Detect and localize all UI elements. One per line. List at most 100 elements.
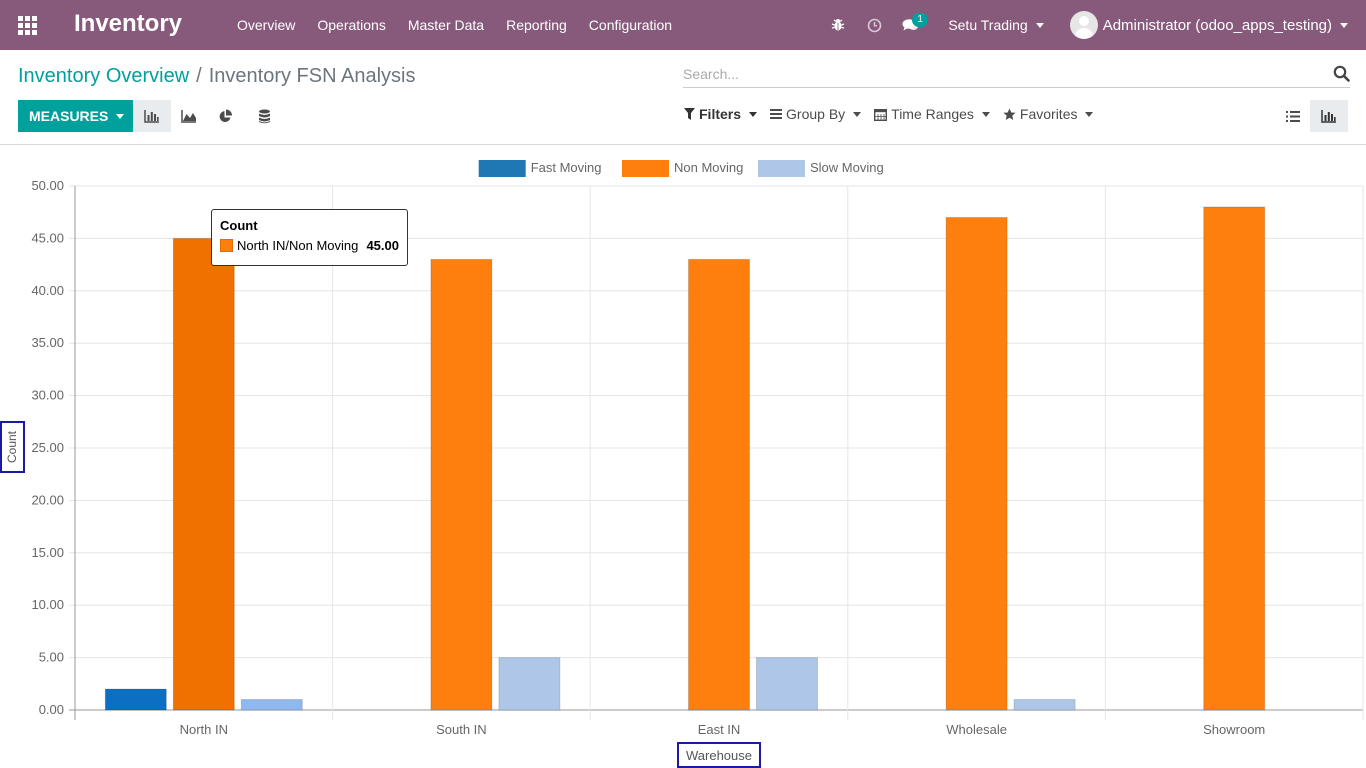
graph-view: 0.00 5.00 10.00 15.00 20.00 25.00 30.00 35.00 40… bbox=[0, 146, 1366, 768]
bar-non-moving bbox=[430, 258, 493, 711]
bar-non-moving bbox=[1203, 206, 1266, 711]
user-name: Administrator (odoo_apps_testing) bbox=[1102, 16, 1332, 34]
legend-swatch bbox=[478, 160, 526, 177]
chart-tooltip: Count North IN/Non Moving 45.00 bbox=[211, 209, 408, 266]
app-title[interactable]: Inventory bbox=[74, 10, 183, 37]
debug-bug-icon[interactable] bbox=[820, 0, 856, 50]
y-tick-label: 50.00 bbox=[31, 178, 64, 193]
control-panel: Inventory Overview / Inventory FSN Analy… bbox=[0, 50, 1366, 145]
bar-slow-moving bbox=[498, 657, 561, 711]
graph-view-button[interactable] bbox=[1310, 100, 1348, 132]
bar-chart-button[interactable] bbox=[133, 100, 171, 132]
y-axis-label-box: Count bbox=[0, 421, 25, 473]
y-tick-label: 45.00 bbox=[31, 230, 64, 245]
legend-swatch bbox=[758, 160, 805, 177]
chevron-down-icon bbox=[1085, 111, 1094, 117]
tooltip-row: North IN/Non Moving 45.00 bbox=[220, 238, 399, 253]
x-tick-label: East IN bbox=[698, 722, 741, 737]
y-tick-label: 15.00 bbox=[31, 545, 64, 560]
calendar-icon bbox=[874, 108, 888, 121]
area-chart-icon bbox=[181, 109, 196, 123]
groupby-label: Group By bbox=[786, 106, 846, 122]
search-input[interactable] bbox=[683, 62, 1313, 86]
chevron-down-icon bbox=[853, 111, 862, 117]
line-chart-button[interactable] bbox=[170, 100, 208, 132]
bar-slow-moving bbox=[756, 657, 818, 711]
filters-label: Filters bbox=[699, 106, 742, 122]
tooltip-value: 45.00 bbox=[366, 238, 399, 253]
systray: 1 Setu Trading Administrator (odoo_apps_… bbox=[820, 0, 1366, 50]
main-menu: Overview Operations Master Data Reportin… bbox=[226, 0, 683, 50]
groupby-dropdown[interactable]: Group By bbox=[770, 106, 862, 122]
chevron-down-icon bbox=[749, 111, 758, 117]
bar-slow-moving bbox=[240, 699, 303, 711]
y-tick-label: 40.00 bbox=[31, 283, 64, 298]
legend-item: Fast Moving bbox=[531, 160, 602, 175]
graph-view-icon bbox=[1321, 109, 1336, 123]
legend-item: Slow Moving bbox=[810, 160, 884, 175]
company-switcher[interactable]: Setu Trading bbox=[936, 17, 1055, 33]
breadcrumb-separator: / bbox=[196, 65, 202, 87]
timeranges-label: Time Ranges bbox=[891, 106, 974, 122]
apps-menu-icon[interactable] bbox=[18, 16, 37, 35]
measures-label: MEASURES bbox=[29, 108, 109, 124]
bar-non-moving bbox=[688, 258, 750, 711]
chevron-down-icon bbox=[116, 113, 125, 119]
chat-counter-badge: 1 bbox=[912, 13, 928, 27]
page-title: Inventory FSN Analysis bbox=[208, 65, 416, 87]
search-bar bbox=[683, 62, 1350, 88]
bar-non-moving bbox=[172, 237, 235, 711]
menu-configuration[interactable]: Configuration bbox=[588, 17, 673, 33]
menu-operations[interactable]: Operations bbox=[317, 17, 386, 33]
y-tick-label: 30.00 bbox=[31, 388, 64, 403]
list-view-icon bbox=[1286, 110, 1300, 122]
bar-slow-moving bbox=[1013, 699, 1076, 711]
filters-dropdown[interactable]: Filters bbox=[684, 106, 758, 122]
bar-non-moving bbox=[945, 216, 1008, 711]
y-tick-label: 20.00 bbox=[31, 492, 64, 507]
x-axis-title: Warehouse bbox=[677, 742, 761, 768]
pie-chart-button[interactable] bbox=[206, 100, 244, 132]
avatar bbox=[1069, 11, 1098, 39]
x-tick-label: Wholesale bbox=[946, 722, 1007, 737]
menu-master-data[interactable]: Master Data bbox=[407, 17, 485, 33]
bar-chart: 0.00 5.00 10.00 15.00 20.00 25.00 30.00 35.00 40… bbox=[31, 160, 1364, 737]
breadcrumb: Inventory Overview / Inventory FSN Analy… bbox=[18, 65, 415, 88]
filter-icon bbox=[684, 108, 695, 120]
list-bars-icon bbox=[770, 109, 783, 119]
list-view-button[interactable] bbox=[1274, 100, 1312, 132]
bar-fast-moving bbox=[104, 688, 167, 711]
measures-button[interactable]: MEASURES bbox=[18, 100, 136, 132]
x-tick-label: South IN bbox=[436, 722, 487, 737]
x-tick-label: North IN bbox=[180, 722, 228, 737]
timeranges-dropdown[interactable]: Time Ranges bbox=[874, 106, 990, 122]
activity-clock-icon[interactable] bbox=[856, 0, 892, 50]
legend-item: Non Moving bbox=[674, 160, 743, 175]
user-menu[interactable]: Administrator (odoo_apps_testing) bbox=[1056, 11, 1366, 39]
bar-chart-icon bbox=[144, 109, 159, 123]
favorites-dropdown[interactable]: Favorites bbox=[1003, 106, 1094, 122]
search-options: Filters Group By Time Ranges Favorites bbox=[684, 106, 1106, 122]
tooltip-swatch bbox=[220, 239, 233, 252]
stacked-toggle-button[interactable] bbox=[245, 100, 283, 132]
messaging-chat-icon[interactable]: 1 bbox=[892, 0, 928, 50]
pie-chart-icon bbox=[219, 109, 232, 122]
chevron-down-icon bbox=[1340, 22, 1348, 28]
x-tick-label: Showroom bbox=[1203, 722, 1265, 737]
y-tick-label: 25.00 bbox=[31, 440, 64, 455]
star-icon bbox=[1003, 108, 1016, 120]
y-tick-label: 35.00 bbox=[31, 335, 64, 350]
y-tick-label: 0.00 bbox=[39, 702, 64, 717]
menu-overview[interactable]: Overview bbox=[237, 17, 296, 33]
company-name: Setu Trading bbox=[948, 17, 1028, 33]
database-stack-icon bbox=[258, 109, 270, 123]
tooltip-label: North IN/Non Moving bbox=[237, 238, 359, 253]
breadcrumb-inventory-overview[interactable]: Inventory Overview bbox=[18, 65, 190, 87]
search-icon[interactable] bbox=[1333, 65, 1350, 87]
y-axis-title: Count bbox=[5, 430, 20, 464]
legend-swatch bbox=[622, 160, 669, 177]
top-navbar: Inventory Overview Operations Master Dat… bbox=[0, 0, 1366, 50]
chevron-down-icon bbox=[981, 111, 990, 117]
chevron-down-icon bbox=[1035, 22, 1044, 28]
menu-reporting[interactable]: Reporting bbox=[506, 17, 567, 33]
